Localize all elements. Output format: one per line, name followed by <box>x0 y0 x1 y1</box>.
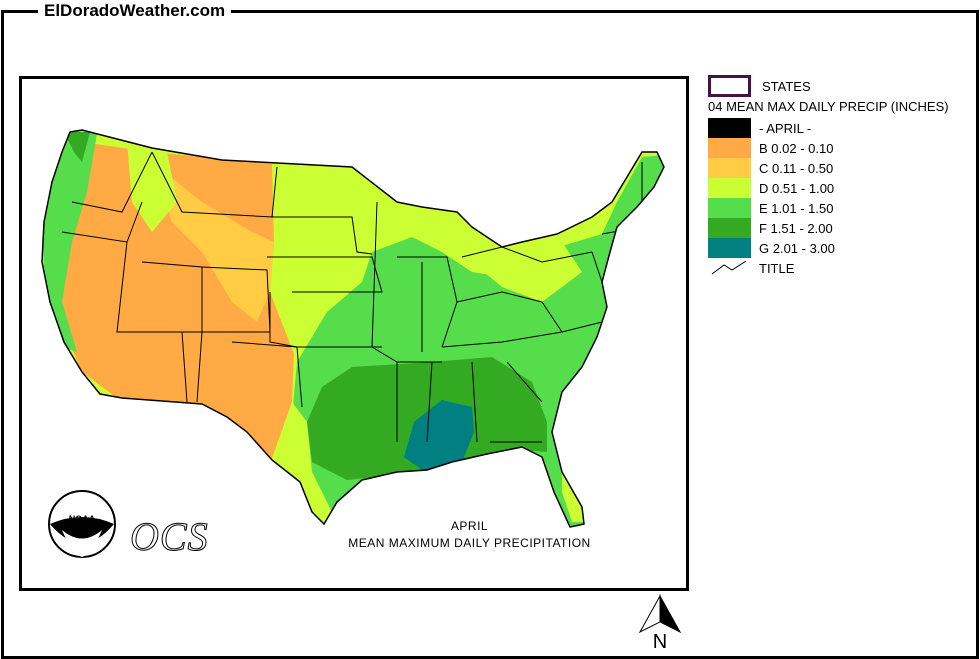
legend-label: D 0.51 - 1.00 <box>759 180 835 196</box>
legend-label: G 2.01 - 3.00 <box>759 240 835 256</box>
legend-item: C 0.11 - 0.50 <box>708 158 949 178</box>
legend-title-line: TITLE <box>708 258 949 278</box>
legend-swatch <box>708 118 751 138</box>
legend-label: C 0.11 - 0.50 <box>759 160 834 176</box>
legend-item: F 1.51 - 2.00 <box>708 218 949 238</box>
us-precip-map: NOAA <box>41 129 665 558</box>
north-arrow-icon: N <box>638 594 682 653</box>
legend: STATES 04 MEAN MAX DAILY PRECIP (INCHES)… <box>708 75 949 278</box>
region-e-coast <box>42 130 97 352</box>
map-frame: NOAA OCS APRIL MEAN MAXIMUM DAILY PRECIP… <box>19 76 689 591</box>
region-d-texas <box>272 402 332 527</box>
legend-label: F 1.51 - 2.00 <box>759 220 833 236</box>
caption-title: MEAN MAXIMUM DAILY PRECIPITATION <box>348 536 591 550</box>
region-d-florida <box>562 472 584 522</box>
legend-swatch <box>708 178 751 198</box>
ocs-logo: OCS <box>130 514 209 560</box>
states-swatch <box>708 75 751 97</box>
legend-item: D 0.51 - 1.00 <box>708 178 949 198</box>
caption-month: APRIL <box>450 519 489 533</box>
noaa-logo: NOAA <box>48 490 116 558</box>
legend-swatch <box>708 238 751 258</box>
legend-label: - APRIL - <box>759 120 812 136</box>
legend-swatch <box>708 138 751 158</box>
legend-item: E 1.01 - 1.50 <box>708 198 949 218</box>
region-f-coast <box>64 132 90 162</box>
legend-title: 04 MEAN MAX DAILY PRECIP (INCHES) <box>708 99 949 114</box>
map-caption: APRIL MEAN MAXIMUM DAILY PRECIPITATION <box>337 518 602 552</box>
title-line-icon <box>711 260 747 275</box>
legend-states-label: STATES <box>762 78 811 94</box>
legend-label: E 1.01 - 1.50 <box>759 200 834 216</box>
site-title[interactable]: ElDoradoWeather.com <box>38 0 232 22</box>
legend-swatch <box>708 218 751 238</box>
legend-item: G 2.01 - 3.00 <box>708 238 949 258</box>
legend-swatch <box>708 158 751 178</box>
legend-label: B 0.02 - 0.10 <box>759 140 834 156</box>
legend-swatch <box>708 198 751 218</box>
north-label: N <box>653 631 667 653</box>
legend-title-line-label: TITLE <box>759 260 795 276</box>
region-c-rockies <box>152 162 274 322</box>
legend-item: - APRIL - <box>708 118 949 138</box>
state-boundaries <box>61 151 643 443</box>
legend-states: STATES <box>708 75 949 97</box>
region-g-gulf <box>404 400 474 474</box>
legend-item: B 0.02 - 0.10 <box>708 138 949 158</box>
noaa-logo-text: NOAA <box>69 514 96 524</box>
